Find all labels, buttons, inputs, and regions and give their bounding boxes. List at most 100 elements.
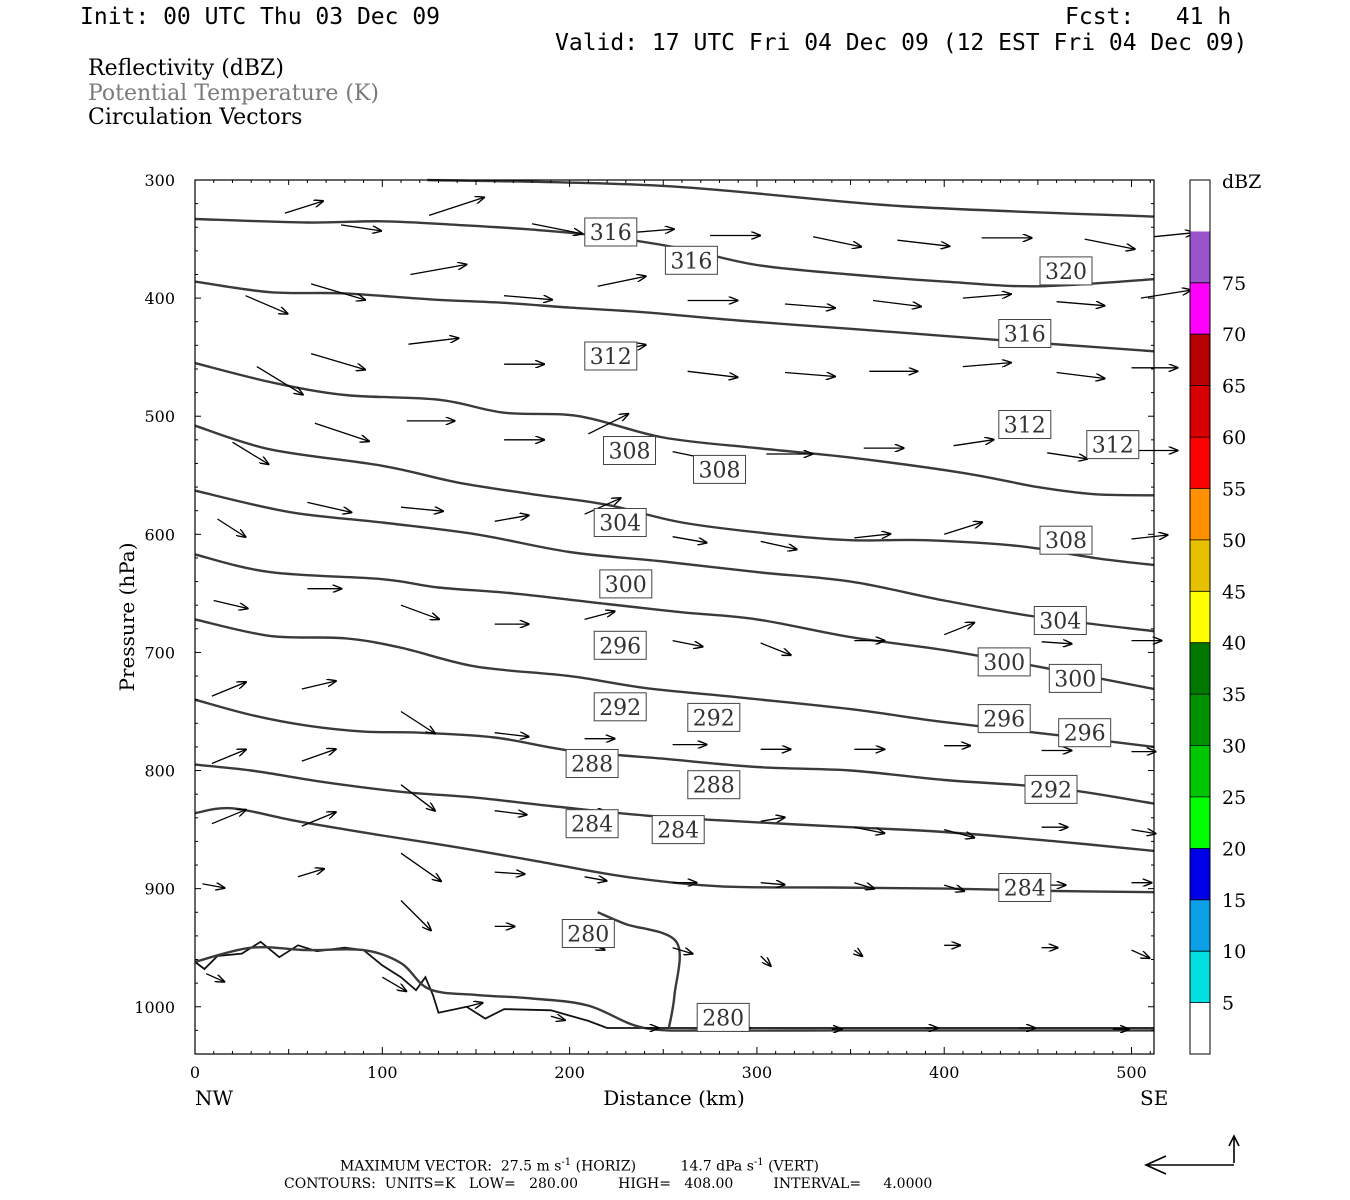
contour-label: 288	[571, 753, 613, 778]
contour-label: 292	[693, 706, 735, 731]
colorbar-swatch	[1190, 796, 1210, 849]
circulation-vector	[400, 507, 443, 511]
contour-label-box	[565, 809, 619, 839]
x-tick-label: 200	[554, 1063, 585, 1082]
contour-label: 296	[1064, 722, 1106, 747]
circulation-vector	[494, 515, 529, 522]
circulation-vector	[672, 639, 703, 647]
contour-label-box	[998, 873, 1052, 902]
contour-label-box	[977, 647, 1031, 677]
contour-label-box	[593, 508, 647, 537]
circulation-vector	[1056, 302, 1105, 306]
contour-label-box	[1048, 663, 1102, 693]
right-endpoint-label: SE	[1140, 1086, 1168, 1110]
circulation-vector	[310, 352, 365, 370]
terrain-line	[194, 940, 1154, 1029]
left-endpoint-label: NW	[195, 1086, 234, 1110]
circulation-vector	[854, 826, 884, 833]
circulation-vector	[1131, 949, 1150, 958]
colorbar-level-label: 25	[1222, 787, 1246, 809]
contour-label: 300	[605, 573, 647, 598]
theta-contour-308	[194, 489, 1155, 633]
circulation-vector	[953, 440, 994, 447]
circulation-vector	[1084, 238, 1135, 249]
contour-label-box	[565, 749, 619, 778]
circulation-vector	[400, 710, 435, 734]
theta-contour-304	[194, 553, 1155, 691]
circulation-vector	[812, 236, 861, 247]
circulation-vector	[301, 749, 336, 762]
colorbar-title: dBZ	[1222, 171, 1261, 193]
theta-contour-320	[427, 178, 1155, 218]
colorbar-swatch	[1190, 951, 1210, 1003]
contour-label: 308	[609, 440, 651, 465]
circulation-vector	[410, 265, 466, 276]
forecast-hour: Fcst: 41 h	[1065, 4, 1232, 30]
colorbar-level-label: 5	[1222, 993, 1234, 1015]
circulation-vector	[531, 223, 582, 234]
contour-label: 292	[599, 696, 641, 721]
circulation-vector	[310, 283, 365, 300]
colorbar-swatch	[1190, 848, 1210, 900]
colorbar-level-label: 65	[1222, 376, 1246, 398]
colorbar-level-label: 30	[1222, 736, 1246, 758]
circulation-vector	[400, 852, 441, 881]
y-tick-label: 900	[144, 880, 175, 899]
colorbar-level-label: 40	[1222, 633, 1246, 655]
colorbar-swatch	[1190, 488, 1210, 540]
circulation-vector	[760, 817, 785, 821]
field-circulation-vectors: Circulation Vectors	[88, 105, 303, 130]
contour-label-box	[584, 217, 638, 247]
x-tick-label: 400	[929, 1063, 960, 1082]
colorbar-swatch	[1190, 231, 1210, 283]
circulation-vector	[211, 810, 246, 825]
theta-contour-280	[597, 911, 681, 1029]
circulation-vector	[381, 976, 406, 991]
valid-time: Valid: 17 UTC Fri 04 Dec 09 (12 EST Fri …	[555, 30, 1248, 56]
colorbar-swatch	[1190, 385, 1210, 437]
colorbar-swatch	[1190, 745, 1210, 797]
y-tick-label: 600	[144, 525, 175, 544]
contour-label: 288	[693, 774, 735, 799]
circulation-vector	[1047, 452, 1087, 459]
reference-vector-icon	[1144, 1134, 1240, 1175]
circulation-vector	[943, 623, 974, 636]
x-tick-label: 0	[190, 1063, 200, 1082]
contour-label: 308	[699, 458, 741, 483]
contour-label-box	[584, 341, 638, 371]
x-axis-label: Distance (km)	[603, 1086, 745, 1110]
circulation-vector	[944, 522, 982, 535]
contour-label: 292	[1030, 778, 1072, 803]
colorbar-level-label: 50	[1222, 530, 1246, 552]
circulation-vector	[550, 1016, 565, 1020]
contour-label-box	[977, 704, 1031, 734]
colorbar-frame	[1189, 179, 1211, 1055]
circulation-vector	[301, 812, 336, 827]
contour-label: 316	[590, 221, 632, 246]
circulation-vector	[854, 950, 862, 956]
y-tick-label: 800	[144, 762, 175, 781]
contour-label-box	[687, 770, 741, 800]
colorbar-level-label: 60	[1222, 427, 1246, 449]
x-tick-label: 100	[367, 1063, 398, 1082]
contour-label: 280	[702, 1006, 744, 1031]
contour-label-box	[599, 569, 653, 599]
colorbar-swatch	[1190, 282, 1210, 335]
circulation-vector	[400, 900, 431, 931]
contour-label-box	[603, 436, 656, 465]
circulation-vector	[1140, 290, 1191, 299]
colorbar-level-label: 10	[1222, 941, 1246, 963]
contour-label-box	[664, 245, 718, 275]
colorbar-swatch	[1190, 334, 1210, 386]
circulation-vector	[854, 534, 890, 538]
colorbar-level-label: 75	[1222, 273, 1246, 295]
theta-contour-312	[194, 424, 1155, 567]
circulation-vector	[854, 882, 874, 889]
contour-label-box	[651, 815, 705, 845]
contour-label-box	[593, 692, 647, 722]
contour-label-box	[998, 410, 1052, 439]
colorbar-level-label: 70	[1222, 324, 1246, 346]
colorbar-swatch	[1190, 899, 1210, 952]
contour-label-box	[593, 630, 647, 660]
